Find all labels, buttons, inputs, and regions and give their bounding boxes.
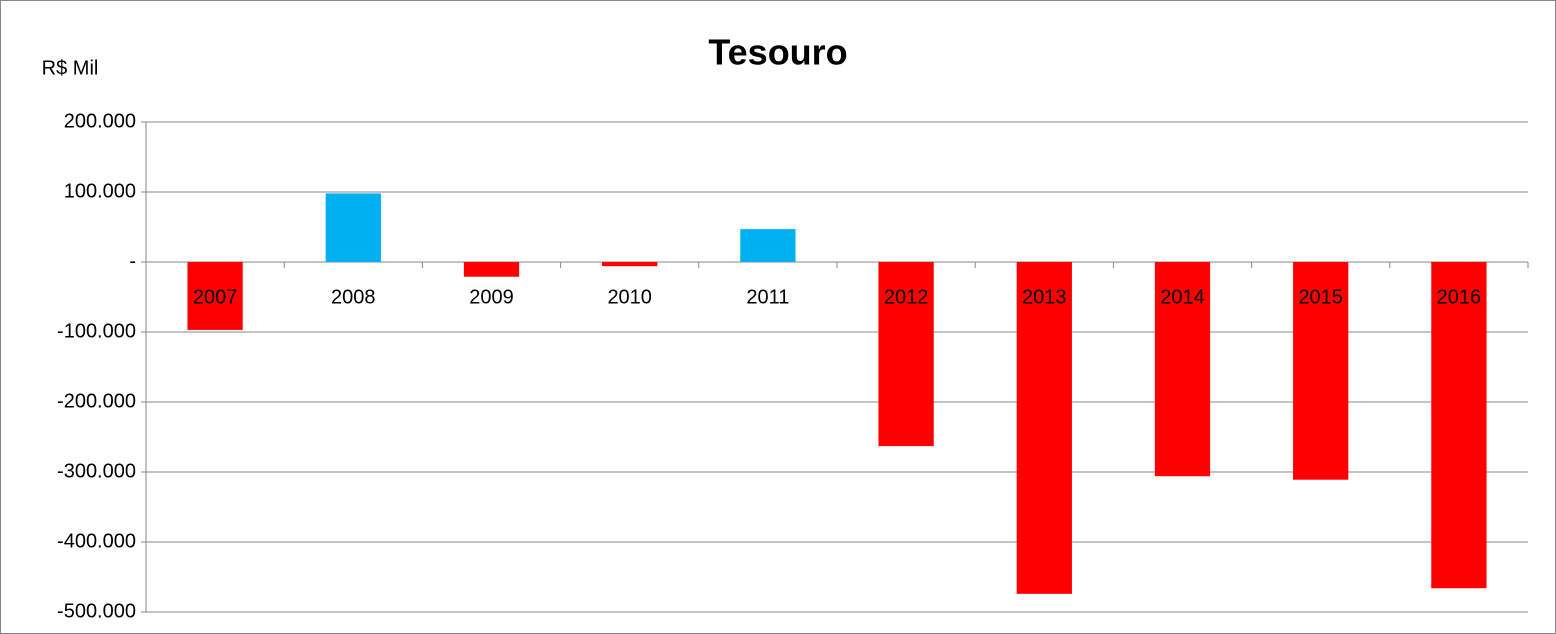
bar: [1154, 262, 1211, 477]
bar: [187, 262, 243, 330]
y-tick-label: 200.000: [64, 110, 136, 132]
x-tick-label: 2009: [469, 286, 514, 308]
bar: [325, 193, 381, 262]
y-tick-label: -300.000: [57, 460, 136, 482]
bar: [602, 262, 658, 267]
x-tick-label: 2015: [1298, 286, 1343, 308]
y-tick-label: -500.000: [57, 600, 136, 622]
x-tick-label: 2014: [1160, 286, 1205, 308]
x-tick-label: 2016: [1437, 286, 1482, 308]
chart-title: Tesouro: [708, 32, 847, 73]
y-tick-label: -: [129, 250, 136, 272]
bar: [1431, 262, 1487, 589]
bar: [1293, 262, 1349, 480]
x-tick-label: 2008: [331, 286, 376, 308]
x-tick-label: 2010: [607, 286, 652, 308]
y-tick-label: -400.000: [57, 530, 136, 552]
y-axis-label: R$ Mil: [42, 57, 99, 79]
x-tick-label: 2007: [193, 286, 238, 308]
x-tick-label: 2012: [884, 286, 929, 308]
bar: [878, 262, 934, 447]
bar: [463, 262, 520, 277]
y-tick-label: -200.000: [57, 390, 136, 412]
bar: [1016, 262, 1072, 594]
y-tick-label: -100.000: [57, 320, 136, 342]
bar: [740, 229, 796, 262]
x-tick-label: 2011: [746, 286, 789, 308]
x-tick-label: 2013: [1022, 286, 1067, 308]
y-tick-label: 100.000: [64, 180, 136, 202]
